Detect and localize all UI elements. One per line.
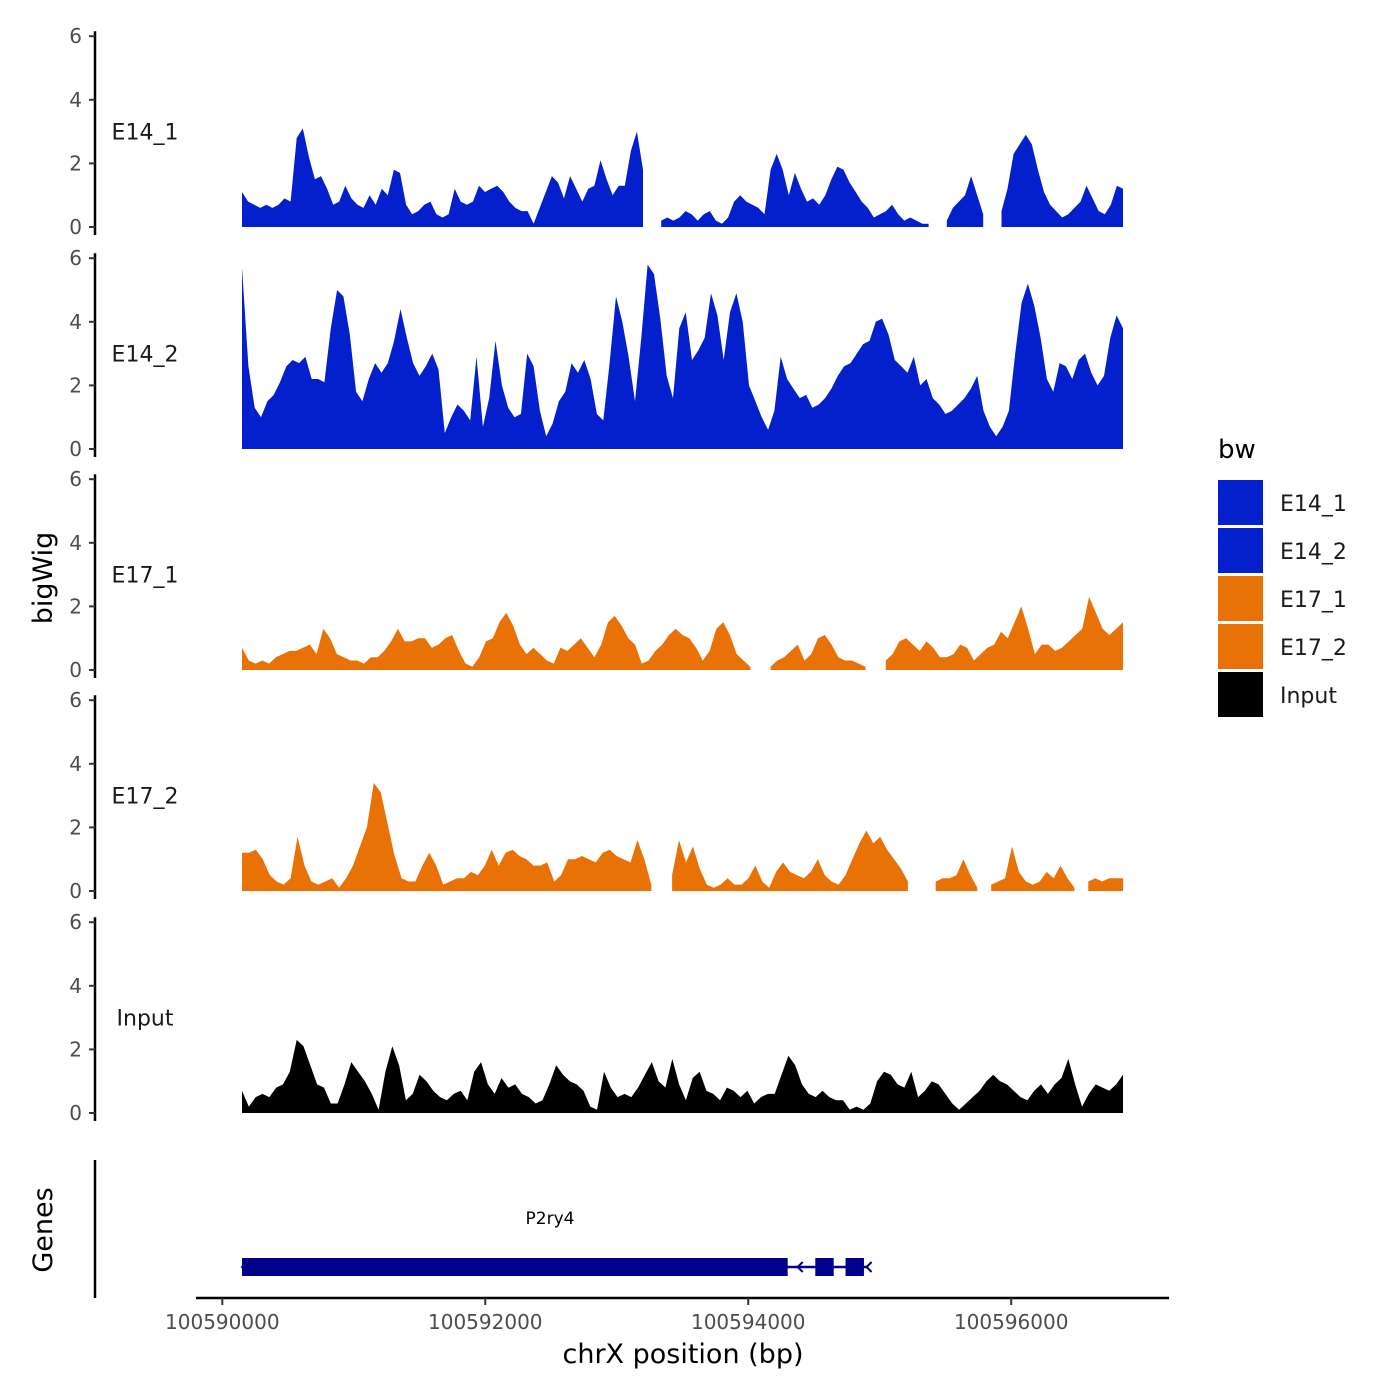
y-tick-label: 2 bbox=[69, 151, 82, 175]
track-e14-2: 0 2 4 6 E14_2 bbox=[69, 246, 1123, 461]
y-tick-label: 0 bbox=[69, 215, 82, 239]
signal-area-e17-1 bbox=[242, 596, 1123, 670]
legend-title: bw bbox=[1218, 435, 1256, 465]
y-tick-label: 6 bbox=[69, 24, 82, 48]
y-tick-label: 4 bbox=[69, 88, 82, 112]
legend-label: Input bbox=[1280, 684, 1337, 709]
legend-swatch bbox=[1218, 672, 1263, 717]
legend: bw E14_1 E14_2 E17_1 E17_2 Input bbox=[1218, 435, 1347, 717]
track-e14-1: 0 2 4 6 E14_1 bbox=[69, 24, 1123, 239]
x-tick-label: 100594000 bbox=[691, 1310, 806, 1334]
legend-swatch bbox=[1218, 528, 1263, 573]
gene-exon bbox=[242, 1258, 788, 1276]
legend-swatch bbox=[1218, 576, 1263, 621]
track-e17-1: 0 2 4 6 E17_1 bbox=[69, 467, 1123, 682]
gene-label: P2ry4 bbox=[526, 1209, 575, 1229]
track-label: E14_1 bbox=[112, 121, 179, 146]
strand-arrow bbox=[240, 1261, 248, 1273]
y-tick-label: 2 bbox=[69, 373, 82, 397]
y-tick-label: 6 bbox=[69, 467, 82, 491]
track-input: 0 2 4 6 Input bbox=[69, 910, 1123, 1125]
x-tick-label: 100596000 bbox=[954, 1310, 1069, 1334]
x-tick-label: 100592000 bbox=[428, 1310, 543, 1334]
genes-axis-title: Genes bbox=[28, 1187, 59, 1272]
y-tick-label: 0 bbox=[69, 1101, 82, 1125]
legend-label: E17_2 bbox=[1280, 636, 1347, 661]
signal-area-e17-2 bbox=[242, 782, 1123, 891]
x-tick-label: 100590000 bbox=[165, 1310, 280, 1334]
y-tick-label: 6 bbox=[69, 688, 82, 712]
signal-area-e14-1 bbox=[242, 128, 1123, 227]
y-tick-label: 6 bbox=[69, 246, 82, 270]
track-label: E17_2 bbox=[112, 785, 179, 810]
strand-arrow bbox=[796, 1261, 804, 1273]
legend-swatch bbox=[1218, 480, 1263, 525]
x-axis-title: chrX position (bp) bbox=[562, 1339, 803, 1370]
track-label: E14_2 bbox=[112, 343, 179, 368]
legend-label: E14_1 bbox=[1280, 492, 1347, 517]
legend-label: E17_1 bbox=[1280, 588, 1347, 613]
signal-area-input bbox=[242, 1039, 1123, 1113]
strand-arrow bbox=[865, 1261, 873, 1273]
y-tick-label: 0 bbox=[69, 879, 82, 903]
y-tick-label: 4 bbox=[69, 974, 82, 998]
track-label: Input bbox=[117, 1007, 174, 1032]
tracks-layer: 0 2 4 6 E14_1 0 2 4 6 E14_2 0 2 4 6 E17_1 0 2 4 6 E17_2 0 2 4 6… bbox=[69, 24, 1123, 1125]
y-tick-label: 0 bbox=[69, 437, 82, 461]
legend-swatch bbox=[1218, 624, 1263, 669]
x-axis: 100590000 100592000 100594000 100596000 bbox=[165, 1296, 1169, 1334]
y-tick-label: 2 bbox=[69, 594, 82, 618]
y-tick-label: 2 bbox=[69, 1037, 82, 1061]
y-tick-label: 2 bbox=[69, 815, 82, 839]
y-tick-label: 4 bbox=[69, 310, 82, 334]
signal-area-e14-2 bbox=[242, 264, 1123, 449]
gene-exon bbox=[815, 1258, 834, 1276]
y-tick-label: 4 bbox=[69, 752, 82, 776]
legend-label: E14_2 bbox=[1280, 540, 1347, 565]
gene-exon bbox=[845, 1258, 864, 1276]
y-tick-label: 4 bbox=[69, 531, 82, 555]
genes-panel: P2ry4 bbox=[93, 1160, 873, 1298]
gene-model: P2ry4 bbox=[240, 1209, 873, 1276]
y-axis-title: bigWig bbox=[28, 532, 59, 625]
track-label: E17_1 bbox=[112, 564, 179, 589]
y-tick-label: 6 bbox=[69, 910, 82, 934]
track-e17-2: 0 2 4 6 E17_2 bbox=[69, 688, 1123, 903]
y-tick-label: 0 bbox=[69, 658, 82, 682]
